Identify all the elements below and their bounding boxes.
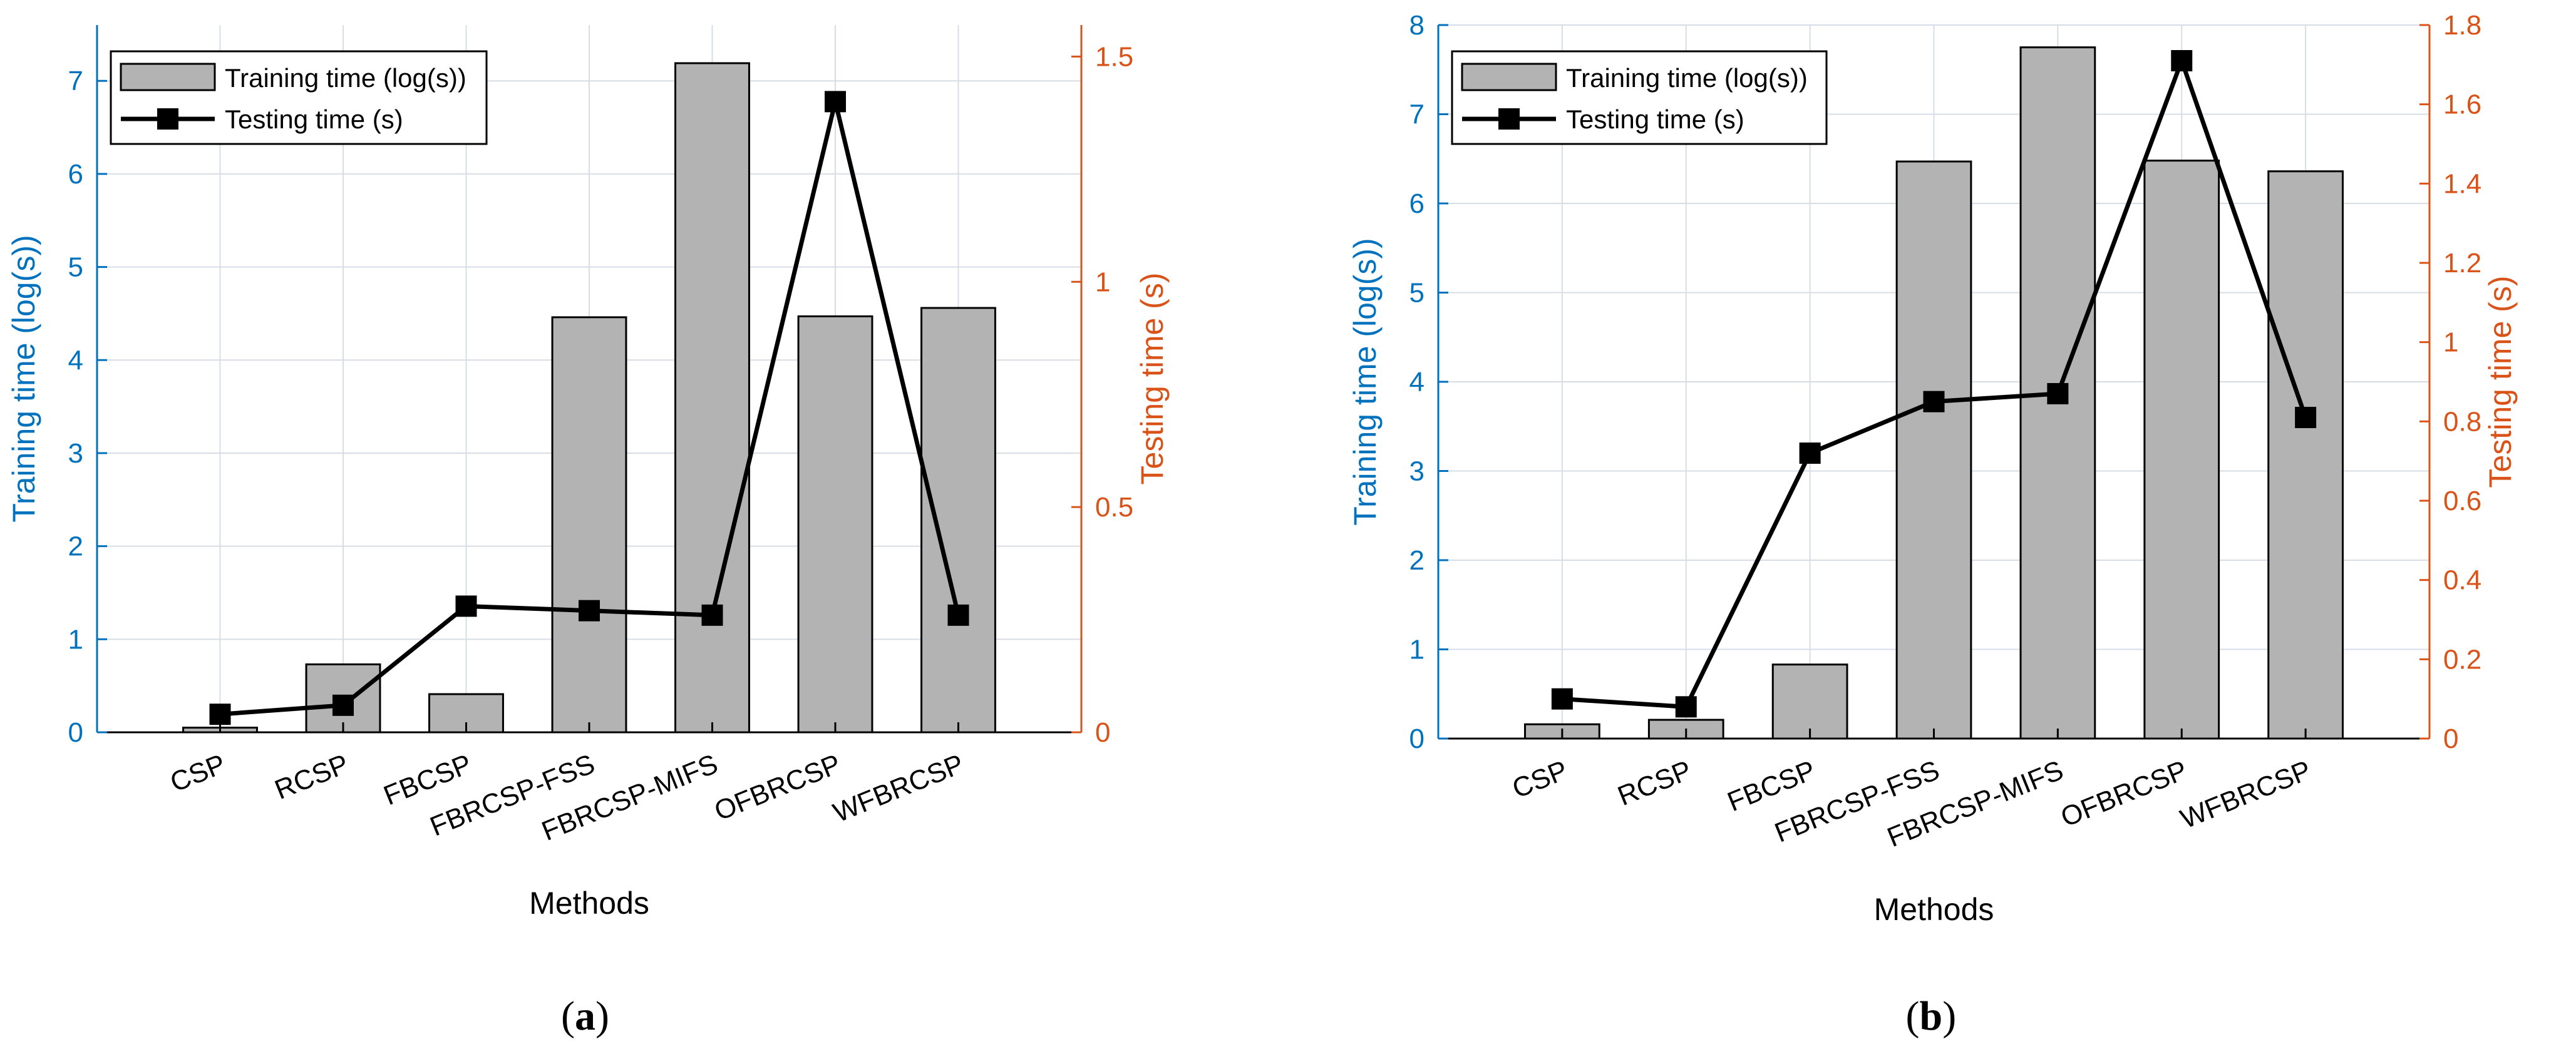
left-tick-label: 0	[1409, 724, 1425, 754]
left-tick-label: 7	[68, 66, 83, 96]
right-axis-title: Testing time (s)	[1135, 273, 1170, 485]
right-tick-label: 0.5	[1095, 492, 1133, 523]
left-axis-title: Training time (log(s))	[1347, 238, 1383, 525]
bar-wfbrcsp[interactable]	[920, 307, 996, 734]
category-label-ofbrcsp: OFBRCSP	[2056, 755, 2192, 833]
right-axis-title: Testing time (s)	[2483, 276, 2518, 488]
left-tick-label: 4	[1409, 367, 1425, 397]
left-tick-label: 5	[1409, 278, 1425, 309]
chart-panel-b: 0 1 2 3 4 5 6 7 8 0 0.2 0.4 0.6 0.8 1 1.2 1.4 1.6 1.8 CSP RC…	[1347, 10, 2518, 1039]
bar-fbcsp[interactable]	[1771, 663, 1848, 740]
bar-ofbrcsp[interactable]	[2143, 160, 2220, 740]
testing-time-marker-fbrcsp-fss[interactable]	[579, 600, 600, 622]
right-tick-label: 1	[1095, 267, 1110, 297]
left-tick-label: 3	[1409, 456, 1425, 487]
right-tick-label: 1.4	[2443, 168, 2481, 199]
right-tick-label: 0.8	[2443, 406, 2481, 437]
testing-time-marker-fbrcsp-mifs[interactable]	[701, 604, 723, 626]
testing-time-marker-fbcsp[interactable]	[1799, 443, 1821, 464]
right-tick-label: 0.4	[2443, 565, 2481, 596]
left-axis-title: Training time (log(s))	[6, 235, 41, 522]
left-tick-label: 3	[68, 438, 83, 469]
testing-time-marker-ofbrcsp[interactable]	[825, 91, 846, 113]
right-tick-label: 1.2	[2443, 248, 2481, 279]
testing-time-marker-fbrcsp-fss[interactable]	[1923, 391, 1945, 412]
left-tick-label: 0	[68, 717, 83, 748]
legend-bar-swatch	[1461, 63, 1557, 91]
testing-time-marker-wfbrcsp[interactable]	[947, 604, 969, 626]
bar-fbrcsp-mifs[interactable]	[2019, 46, 2096, 740]
category-label-ofbrcsp: OFBRCSP	[710, 749, 845, 827]
left-tick-label: 2	[68, 531, 83, 562]
testing-time-marker-rcsp[interactable]	[1675, 696, 1697, 718]
right-tick-label: 1.8	[2443, 10, 2481, 41]
legend-bar-swatch	[120, 63, 216, 91]
right-tick-label: 1.5	[1095, 41, 1133, 72]
category-label-csp: CSP	[1508, 755, 1572, 804]
testing-time-marker-csp[interactable]	[209, 704, 231, 725]
legend-label-testing: Testing time (s)	[225, 105, 403, 134]
legend: Training time (log(s)) Testing time (s)	[110, 50, 488, 145]
testing-time-marker-csp[interactable]	[1551, 688, 1573, 710]
left-tick-label: 1	[1409, 635, 1425, 665]
category-label-rcsp: RCSP	[1614, 755, 1696, 812]
x-axis-title: Methods	[1874, 892, 1994, 927]
category-label-csp: CSP	[166, 749, 230, 798]
left-tick-label: 4	[68, 345, 83, 376]
left-tick-label: 7	[1409, 100, 1425, 130]
testing-time-marker-fbrcsp-mifs[interactable]	[2047, 383, 2069, 404]
left-tick-label: 6	[68, 159, 83, 190]
testing-time-marker-wfbrcsp[interactable]	[2295, 407, 2317, 428]
testing-time-marker-rcsp[interactable]	[332, 694, 354, 716]
right-tick-label: 0	[2443, 724, 2458, 754]
category-label-rcsp: RCSP	[270, 749, 353, 806]
bar-fbrcsp-mifs[interactable]	[674, 62, 750, 734]
left-tick-label: 6	[1409, 188, 1425, 219]
legend-label-training: Training time (log(s))	[1566, 63, 1808, 93]
left-tick-label: 8	[1409, 10, 1425, 41]
legend-label-training: Training time (log(s))	[225, 63, 466, 93]
category-label-wfbrcsp: WFBRCSP	[829, 749, 968, 829]
bar-ofbrcsp[interactable]	[797, 315, 873, 734]
panel-caption-letter: a	[575, 993, 595, 1039]
x-axis-title: Methods	[529, 886, 649, 921]
legend-marker-swatch	[1498, 108, 1520, 130]
panel-caption: (b)	[1906, 993, 1957, 1039]
testing-time-marker-ofbrcsp[interactable]	[2171, 50, 2193, 71]
right-tick-label: 0	[1095, 717, 1110, 748]
panel-caption-letter: b	[1919, 993, 1942, 1039]
left-tick-label: 2	[1409, 545, 1425, 576]
right-tick-label: 0.6	[2443, 486, 2481, 516]
panel-caption: (a)	[561, 993, 609, 1039]
right-tick-label: 0.2	[2443, 644, 2481, 675]
category-label-wfbrcsp: WFBRCSP	[2177, 755, 2316, 835]
left-tick-label: 5	[68, 252, 83, 283]
bar-fbrcsp-fss[interactable]	[1895, 160, 1972, 740]
legend-marker-swatch	[157, 108, 178, 130]
bar-wfbrcsp[interactable]	[2267, 170, 2344, 740]
right-tick-label: 1	[2443, 327, 2458, 358]
bar-fbrcsp-fss[interactable]	[551, 316, 627, 734]
legend: Training time (log(s)) Testing time (s)	[1451, 50, 1828, 145]
left-tick-label: 1	[68, 624, 83, 655]
right-tick-label: 1.6	[2443, 90, 2481, 120]
testing-time-marker-fbcsp[interactable]	[455, 595, 477, 617]
legend-label-testing: Testing time (s)	[1566, 105, 1744, 134]
